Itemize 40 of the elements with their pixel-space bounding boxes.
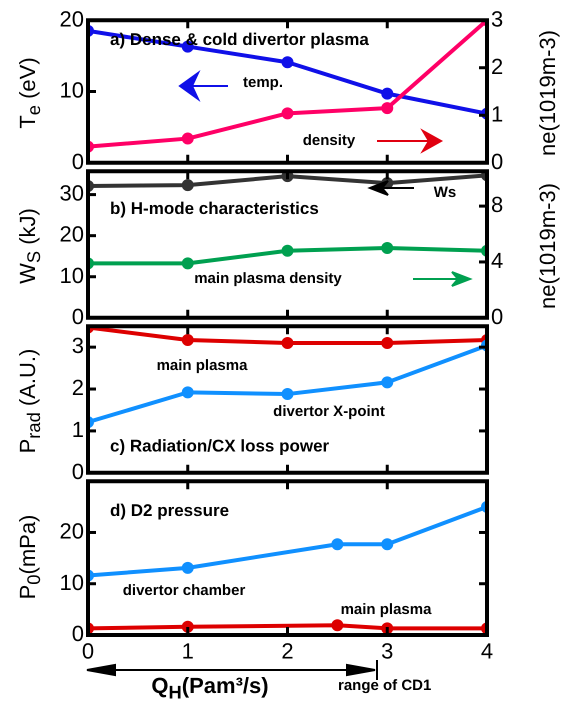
y2-tick-label: 4 [491, 248, 504, 274]
x-axis-title: Q$_{H}$(Pam³/s) [151, 673, 269, 704]
y-tick-label: 3 [72, 333, 84, 358]
text: d) D2 pressure [110, 500, 230, 520]
y-tick-label: 30 [60, 180, 84, 206]
y-tick-label: 0 [72, 621, 84, 646]
series-label: Ws [434, 184, 456, 202]
y-tick-label: 10 [60, 78, 84, 103]
y-tick-label: 10 [60, 570, 84, 595]
series-label: divertor X-point [273, 403, 385, 420]
y2-tick-label: 1 [491, 101, 504, 126]
y-tick-label: 20 [60, 6, 84, 32]
series-label: divertor chamber [122, 582, 246, 600]
x-tick-label: 2 [281, 638, 294, 664]
text: b) H-mode characteristics [110, 198, 319, 218]
y-tick-label: 0 [72, 304, 84, 329]
x-tick-label: 3 [381, 638, 394, 664]
y-tick-label: 1 [72, 416, 84, 442]
y2-tick-label: 3 [491, 6, 504, 32]
text: range of CD1 [338, 677, 432, 694]
x-tick-label: 1 [182, 638, 194, 664]
y-tick-label: 0 [72, 148, 84, 174]
series-label: main plasma [340, 601, 432, 618]
x-tick-label: 4 [480, 638, 494, 664]
y2-tick-label: 8 [491, 192, 504, 218]
y-tick-label: 20 [60, 222, 84, 247]
y2-tick-label: 2 [491, 54, 504, 79]
y-tick-label: 20 [60, 518, 84, 544]
y2-tick-label: 0 [491, 148, 504, 174]
y2-tick-label: 0 [491, 304, 504, 329]
y-tick-label: 2 [72, 375, 84, 400]
y2-axis-title: ne(1019m-3) [535, 30, 561, 156]
series-label: density [302, 132, 356, 150]
text: c) Radiation/CX loss power [110, 436, 330, 456]
legend-label: temp. [242, 74, 284, 92]
y-tick-label: 10 [60, 262, 84, 288]
y-tick-label: 0 [72, 458, 84, 484]
series-label: main plasma density [194, 270, 342, 288]
series-label: main plasma [156, 357, 248, 374]
y2-axis-title: ne(1019m-3) [535, 182, 561, 308]
